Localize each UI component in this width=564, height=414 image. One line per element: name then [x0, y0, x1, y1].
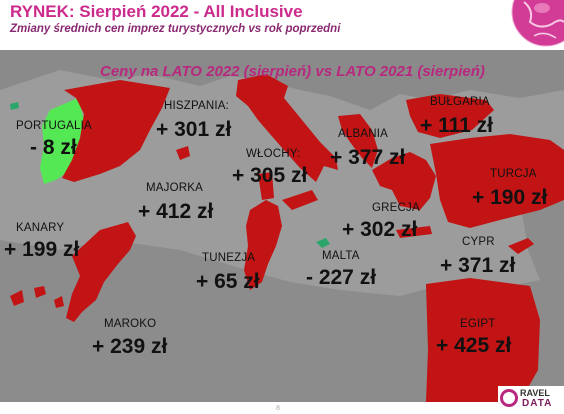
slide-title: RYNEK: Sierpień 2022 - All Inclusive [10, 2, 303, 21]
region-tunezja [244, 200, 282, 290]
region-hiszpania [62, 80, 170, 182]
logo-line1: RAVEL [520, 388, 550, 398]
value-maroko: + 239 zł [92, 335, 168, 358]
value-portugalia: - 8 zł [30, 136, 77, 159]
label-cypr: CYPR [462, 236, 495, 248]
map-title: Ceny na LATO 2022 (sierpień) vs LATO 202… [100, 63, 485, 80]
region-cypr [508, 238, 534, 254]
value-wlochy: + 305 zł [232, 164, 308, 187]
label-egipt: EGIPT [460, 318, 496, 330]
slide-footer [0, 402, 564, 414]
value-hiszpania: + 301 zł [156, 118, 232, 141]
value-albania: + 377 zł [330, 146, 406, 169]
region-portugalia [40, 98, 84, 184]
region-turcja [430, 134, 564, 228]
slide-subtitle: Zmiany średnich cen imprez turystycznych… [10, 23, 341, 35]
value-majorka: + 412 zł [138, 200, 214, 223]
slide-header: RYNEK: Sierpień 2022 - All Inclusive Zmi… [0, 0, 564, 44]
region-majorka [176, 146, 190, 160]
globe-icon [494, 0, 564, 54]
travel-data-logo: RAVEL DATA [498, 386, 564, 414]
label-hiszpania: HISZPANIA: [164, 100, 230, 112]
region-grecja [372, 152, 436, 210]
label-turcja: TURCJA [490, 168, 537, 180]
value-bulgaria: + 111 zł [420, 114, 493, 137]
region-maroko [66, 222, 136, 322]
value-cypr: + 371 zł [440, 254, 516, 277]
logo-line2: DATA [522, 398, 553, 409]
region-malta [316, 238, 330, 248]
value-turcja: + 190 zł [472, 186, 548, 209]
page-number: 8 [276, 405, 280, 412]
value-grecja: + 302 zł [342, 218, 418, 241]
region-kanary [10, 286, 64, 308]
region-egipt [426, 278, 540, 402]
label-bulgaria: BUŁGARIA [430, 96, 490, 108]
label-majorka: MAJORKA [146, 182, 203, 194]
value-kanary: + 199 zł [4, 238, 80, 261]
label-albania: ALBANIA [338, 128, 388, 140]
logo-ring-icon [500, 389, 518, 407]
map [0, 50, 564, 402]
label-maroko: MAROKO [104, 318, 157, 330]
label-wlochy: WŁOCHY: [246, 148, 301, 160]
label-grecja: GRECJA [372, 202, 420, 214]
label-tunezja: TUNEZJA [202, 252, 256, 264]
value-malta: - 227 zł [306, 266, 377, 289]
region-albania [338, 114, 378, 168]
label-malta: MALTA [322, 250, 360, 262]
region-wlochy [236, 74, 338, 182]
label-kanary: KANARY [16, 222, 65, 234]
label-portugalia: PORTUGALIA [16, 120, 92, 132]
value-tunezja: + 65 zł [196, 270, 260, 293]
region-bulgaria [406, 94, 494, 138]
value-egipt: + 425 zł [436, 334, 512, 357]
